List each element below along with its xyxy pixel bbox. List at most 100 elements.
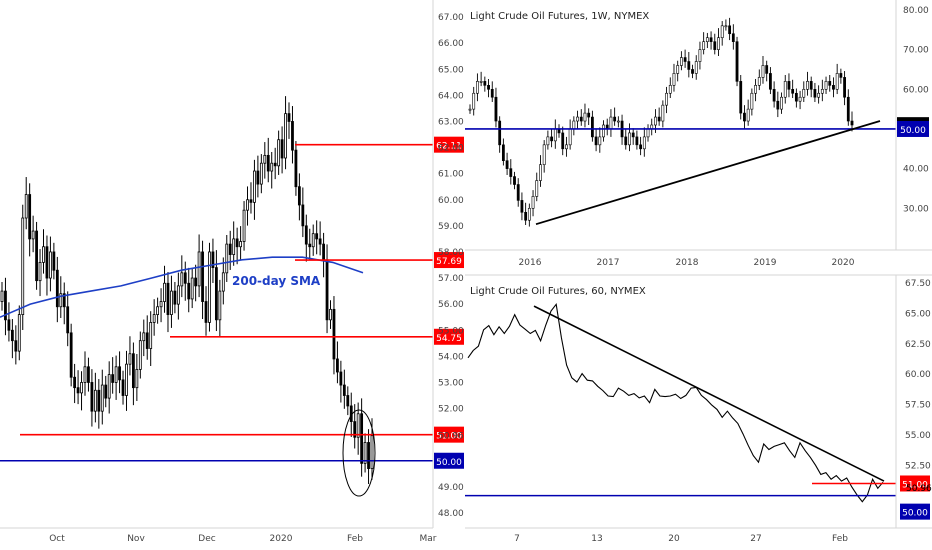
daily-candle-body [17,314,21,352]
weekly-candle-body [668,85,672,94]
daily-y-tick-label: 56.00 [438,300,464,310]
daily-candle-body [259,162,263,185]
daily-y-tick-label: 57.00 [438,274,464,284]
weekly-candle-body [654,116,657,126]
daily-candle-body [287,113,291,122]
daily-x-tick-label: Dec [198,534,215,544]
weekly-candle-body [739,81,743,114]
daily-candle-body [142,332,146,342]
daily-candle-body [145,332,149,349]
weekly-candle-body [772,88,776,102]
daily-y-tick-label: 65.00 [438,65,464,75]
hourly-x-tick-label: 13 [591,534,602,544]
daily-candle-body [346,395,350,407]
daily-candle-body [318,238,322,245]
daily-y-tick-label: 49.00 [438,483,464,493]
weekly-candle-body [720,25,724,39]
weekly-candle-body [694,61,698,74]
weekly-candle-body [750,92,754,110]
weekly-candle-body [531,196,535,209]
hourly-price-path [467,302,884,503]
weekly-y-tick-label: 60.00 [903,85,929,95]
weekly-candle-body [572,120,576,130]
weekly-candle-body [624,136,628,146]
daily-candle-body [339,371,343,386]
hourly-y-tick-label: 60.00 [905,370,931,380]
daily-candle-body [356,413,360,438]
hourly-price-axis: 67.50 65.00 62.50 60.00 57.50 55.00 52.50 [905,279,931,471]
daily-candle-body [73,376,77,389]
daily-y-tick-label: 53.00 [438,378,464,388]
daily-levels: 62.11 57.69 54.75 51.00 50.00 [0,136,464,469]
daily-candle-body [83,366,87,383]
daily-candle-body [111,374,115,383]
daily-candle-body [204,301,208,323]
daily-chart-panel[interactable]: 62.11 57.69 54.75 51.00 50.00 200-day SMA 67… [0,0,464,544]
hourly-y-tick-label: 55.00 [905,431,931,441]
weekly-candle-body [602,124,605,138]
daily-candle-body [69,332,73,378]
daily-candle-body [66,306,70,334]
weekly-candle-body [550,136,553,142]
weekly-candle-body [598,136,602,146]
daily-candle-body [170,290,173,315]
hourly-chart-panel[interactable]: Light Crude Oil Futures, 60, NYMEX 51.00… [465,274,932,544]
weekly-candle-body [568,128,572,146]
daily-candle-body [52,251,56,271]
weekly-candle-body [509,168,513,177]
daily-y-tick-label: 66.00 [438,39,464,49]
daily-candle-body [197,251,201,287]
weekly-price-axis: 80.00 70.00 60.00 40.00 30.00 [903,6,929,214]
hourly-level-tag [900,503,930,520]
daily-candle-body [367,442,370,469]
daily-candle-body [360,413,364,464]
weekly-chart-title: Light Crude Oil Futures, 1W, NYMEX [470,11,649,22]
daily-candle-body [166,282,170,315]
weekly-candle-body [494,96,498,122]
daily-candle-body [55,269,59,308]
weekly-candle-body [754,85,757,94]
hourly-y-tick-label: 65.00 [905,309,931,319]
daily-candle-body [301,204,305,227]
weekly-x-tick-label: 2020 [832,258,855,268]
weekly-y-tick-label: 70.00 [903,46,929,56]
daily-candle-body [336,358,339,373]
weekly-chart-panel[interactable]: Light Crude Oil Futures, 1W, NYMEX 50.96… [465,0,932,268]
daily-candle-body [308,243,312,248]
daily-candle-body [353,421,357,438]
weekly-candle-body [487,85,490,90]
daily-candle-body [45,246,49,279]
weekly-candle-body [479,81,483,83]
weekly-candle-body [472,92,476,110]
daily-candle-body [10,329,14,342]
weekly-candle-body [702,41,706,50]
weekly-candle-body [553,128,557,142]
weekly-y-tick-label: 80.00 [903,6,929,16]
daily-candle-body [315,233,319,240]
weekly-candle-body [813,88,817,98]
daily-candle-body [294,149,298,188]
weekly-candle-body [501,144,505,162]
weekly-candle-body [524,211,528,221]
weekly-candle-body [835,73,839,90]
weekly-candle-body [705,37,709,42]
daily-candle-body [42,246,45,263]
daily-candle-body [208,251,211,323]
weekly-time-axis: 2016 2017 2018 2019 2020 [519,258,855,268]
weekly-candle-body [832,85,835,90]
daily-candle-body [163,282,166,302]
weekly-candle-body [817,92,821,98]
daily-level-tag [434,426,464,443]
weekly-candle-body [679,57,683,66]
weekly-candle-body [687,61,691,70]
daily-y-tick-label: 48.00 [438,509,464,519]
daily-candle-body [332,308,336,360]
weekly-candle-body [820,88,824,94]
hourly-time-axis: 7 13 20 27 Feb [514,534,848,544]
weekly-candle-body [676,65,680,74]
daily-candle-body [128,353,132,365]
daily-candle-body [297,186,301,206]
daily-candle-body [291,121,294,151]
weekly-candle-body [824,81,828,90]
